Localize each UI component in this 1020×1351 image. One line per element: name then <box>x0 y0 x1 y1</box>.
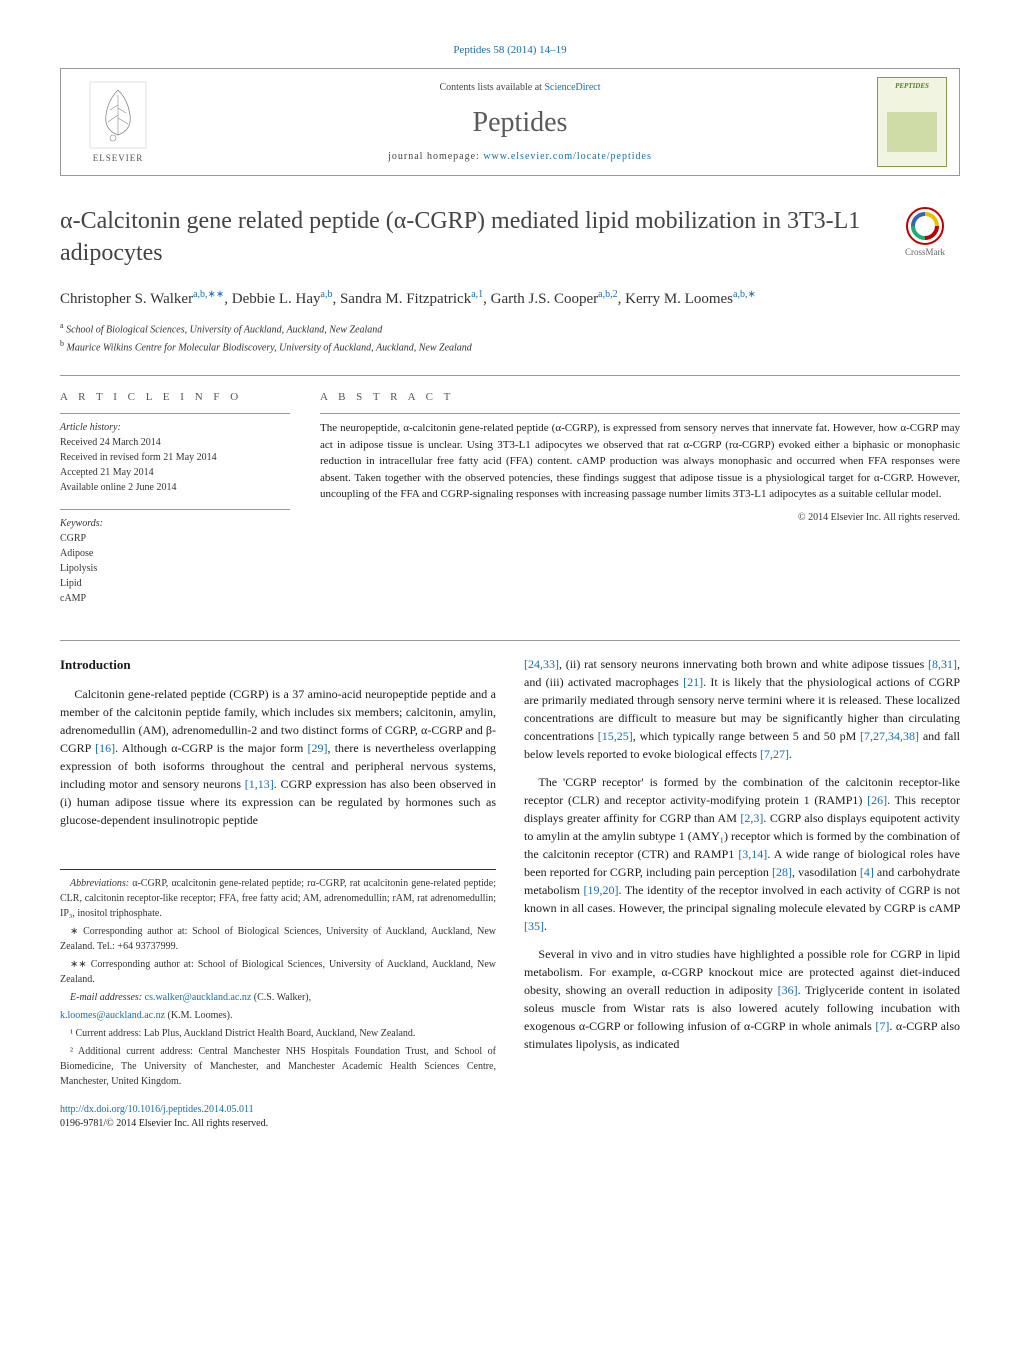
footnote-1: ¹ Current address: Lab Plus, Auckland Di… <box>60 1026 496 1041</box>
history-lines: Received 24 March 2014Received in revise… <box>60 435 290 495</box>
keywords-label: Keywords: <box>60 516 290 531</box>
ref-link[interactable]: [24,33] <box>524 657 559 671</box>
cover-graphic <box>887 112 937 152</box>
ref-link[interactable]: [19,20] <box>584 883 619 897</box>
affiliations: a School of Biological Sciences, Univers… <box>60 320 960 355</box>
sciencedirect-link[interactable]: ScienceDirect <box>544 82 600 93</box>
history-label: Article history: <box>60 420 290 435</box>
author-list: Christopher S. Walkera,b,∗∗, Debbie L. H… <box>60 287 960 311</box>
abstract-text: The neuropeptide, α-calcitonin gene-rela… <box>320 420 960 503</box>
ref-link[interactable]: [8,31] <box>928 657 957 671</box>
ref-link[interactable]: [7] <box>875 1019 889 1033</box>
abbrev-label: Abbreviations: <box>70 878 129 889</box>
divider <box>60 375 960 376</box>
elsevier-label: ELSEVIER <box>93 152 144 165</box>
homepage-line: journal homepage: www.elsevier.com/locat… <box>163 150 877 164</box>
corresponding-2: ∗∗ Corresponding author at: School of Bi… <box>60 957 496 987</box>
intro-para-1: Calcitonin gene-related peptide (CGRP) i… <box>60 685 496 829</box>
doi-link[interactable]: http://dx.doi.org/10.1016/j.peptides.201… <box>60 1104 254 1115</box>
journal-header-box: ELSEVIER Contents lists available at Sci… <box>60 68 960 176</box>
corresponding-1: ∗ Corresponding author at: School of Bio… <box>60 924 496 954</box>
ref-link[interactable]: [7,27] <box>760 747 789 761</box>
ref-link[interactable]: [29] <box>308 741 328 755</box>
homepage-link[interactable]: www.elsevier.com/locate/peptides <box>483 151 652 162</box>
ref-link[interactable]: [26] <box>867 793 887 807</box>
footnotes: Abbreviations: α-CGRP, αcalcitonin gene-… <box>60 869 496 1089</box>
crossmark-badge[interactable]: CrossMark <box>890 206 960 259</box>
article-title: α-Calcitonin gene related peptide (α-CGR… <box>60 206 870 268</box>
cover-title: PEPTIDES <box>895 82 929 92</box>
citation-link[interactable]: Peptides 58 (2014) 14–19 <box>453 44 566 56</box>
abstract-copyright: © 2014 Elsevier Inc. All rights reserved… <box>320 511 960 525</box>
ref-link[interactable]: [15,25] <box>598 729 633 743</box>
ref-link[interactable]: [21] <box>683 675 703 689</box>
divider <box>60 413 290 414</box>
ref-link[interactable]: [35] <box>524 919 544 933</box>
ref-link[interactable]: [7,27,34,38] <box>860 729 919 743</box>
email-link[interactable]: cs.walker@auckland.ac.nz <box>145 992 252 1003</box>
citation-header: Peptides 58 (2014) 14–19 <box>60 40 960 58</box>
footnote-2: ² Additional current address: Central Ma… <box>60 1044 496 1089</box>
ref-link[interactable]: [4] <box>860 865 874 879</box>
intro-heading: Introduction <box>60 655 496 675</box>
ref-link[interactable]: [36] <box>778 983 798 997</box>
divider <box>320 413 960 414</box>
keywords-list: CGRPAdiposeLipolysisLipidcAMP <box>60 531 290 606</box>
body-para: Several in vivo and in vitro studies hav… <box>524 945 960 1053</box>
divider <box>60 509 290 510</box>
email-line: E-mail addresses: cs.walker@auckland.ac.… <box>60 990 496 1005</box>
ref-link[interactable]: [28] <box>772 865 792 879</box>
ref-link[interactable]: [3,14] <box>738 847 767 861</box>
abstract-label: A B S T R A C T <box>320 390 960 405</box>
issn-line: 0196-9781/© 2014 Elsevier Inc. All right… <box>60 1118 268 1129</box>
journal-cover-thumb: PEPTIDES <box>877 77 947 167</box>
ref-link[interactable]: [2,3] <box>740 811 763 825</box>
article-info-label: A R T I C L E I N F O <box>60 390 290 405</box>
crossmark-label: CrossMark <box>905 246 945 259</box>
ref-link[interactable]: [16] <box>95 741 115 755</box>
body-para: The 'CGRP receptor' is formed by the com… <box>524 773 960 935</box>
crossmark-icon <box>905 206 945 246</box>
ref-link[interactable]: [1,13] <box>245 777 274 791</box>
elsevier-logo: ELSEVIER <box>73 77 163 167</box>
contents-line: Contents lists available at ScienceDirec… <box>163 81 877 95</box>
email-link[interactable]: k.loomes@auckland.ac.nz <box>60 1010 165 1021</box>
doi-block: http://dx.doi.org/10.1016/j.peptides.201… <box>60 1103 496 1131</box>
divider <box>60 640 960 641</box>
journal-name: Peptides <box>163 103 877 142</box>
elsevier-tree-icon <box>83 80 153 150</box>
body-para: [24,33], (ii) rat sensory neurons innerv… <box>524 655 960 763</box>
